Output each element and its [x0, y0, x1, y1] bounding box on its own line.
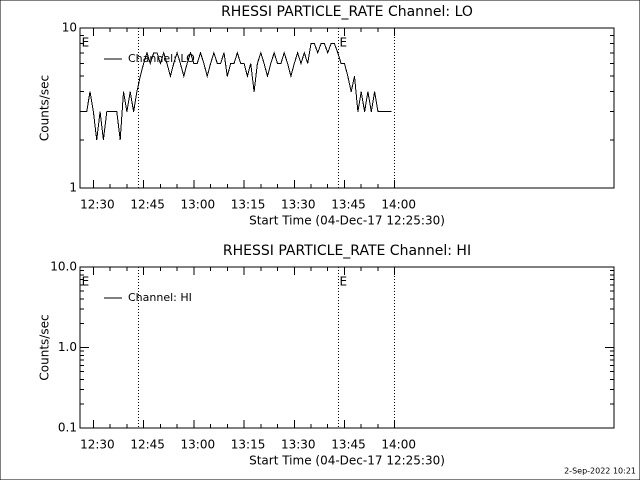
x-tick-label: 13:45	[331, 198, 366, 212]
x-tick-label: 12:30	[80, 438, 115, 452]
x-tick-label: 13:30	[281, 198, 316, 212]
x-tick-label: 12:45	[130, 438, 165, 452]
x-tick-label: 13:00	[181, 438, 216, 452]
event-label: E	[82, 36, 90, 50]
event-label: E	[82, 275, 90, 289]
y-tick-label: 1	[69, 181, 77, 195]
x-axis-label: Start Time (04-Dec-17 12:25:30)	[249, 454, 445, 468]
y-tick-label: 10.0	[50, 260, 77, 274]
x-tick-label: 14:00	[381, 438, 416, 452]
y-tick-label: 0.1	[58, 421, 77, 435]
x-tick-label: 12:45	[130, 198, 165, 212]
x-tick-label: 13:30	[281, 438, 316, 452]
legend-label: Channel: LO	[128, 52, 195, 65]
y-axis-label: Counts/sec	[38, 75, 52, 141]
y-tick-label: 10	[62, 21, 77, 35]
y-tick-label: 1.0	[58, 340, 77, 354]
x-tick-label: 13:00	[181, 198, 216, 212]
x-tick-label: 13:15	[231, 198, 266, 212]
y-axis-label: Counts/sec	[38, 314, 52, 380]
legend-label: Channel: HI	[128, 291, 192, 304]
x-tick-label: 14:00	[381, 198, 416, 212]
footer-timestamp: 2-Sep-2022 10:21	[564, 467, 636, 476]
data-line	[83, 43, 392, 140]
chart-title: RHESSI PARTICLE_RATE Channel: HI	[223, 243, 471, 259]
x-axis-label: Start Time (04-Dec-17 12:25:30)	[249, 214, 445, 228]
plot-frame	[79, 27, 615, 189]
event-label: E	[339, 275, 347, 289]
x-tick-label: 13:45	[331, 438, 366, 452]
x-tick-label: 13:15	[231, 438, 266, 452]
x-tick-label: 12:30	[80, 198, 115, 212]
event-label: E	[339, 36, 347, 50]
chart-title: RHESSI PARTICLE_RATE Channel: LO	[221, 4, 473, 20]
